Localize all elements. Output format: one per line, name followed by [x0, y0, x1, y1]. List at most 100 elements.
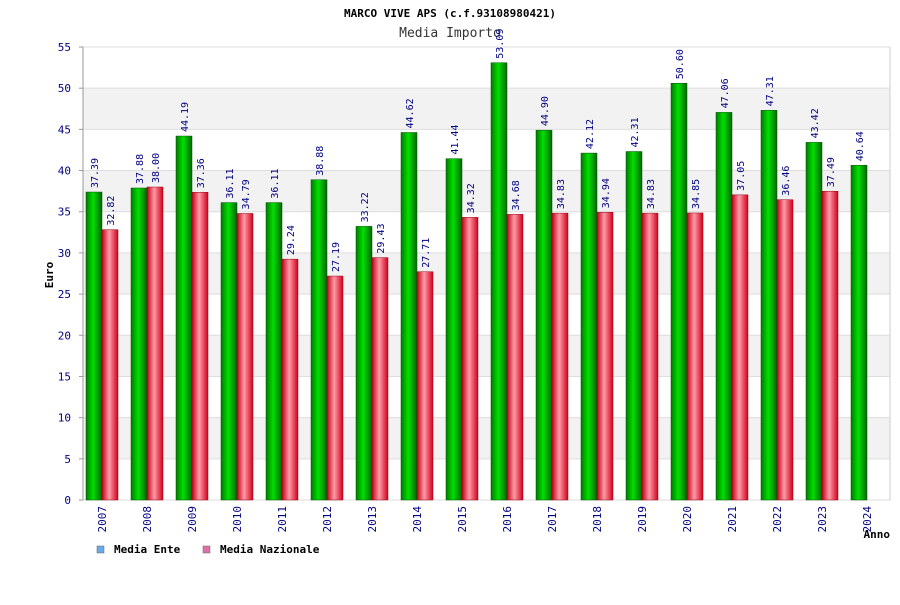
data-label: 37.49	[826, 157, 837, 187]
plot-band	[83, 129, 890, 171]
data-label: 42.12	[585, 119, 596, 149]
data-label: 40.64	[855, 131, 866, 161]
data-label: 38.00	[151, 153, 162, 183]
data-label: 44.19	[180, 102, 191, 132]
bar-media-nazionale	[731, 194, 749, 501]
data-label: 36.11	[225, 168, 236, 198]
bar-media-ente	[445, 158, 463, 501]
y-axis-ticks: 0 5 10 15 20 25 30 35 40 45 50 55	[58, 41, 84, 507]
y-tick-label: 0	[64, 494, 71, 507]
x-tick-label: 2008	[141, 506, 154, 533]
x-tick-label: 2012	[321, 506, 334, 533]
bar-media-ente	[805, 142, 823, 501]
y-tick-label: 25	[58, 288, 71, 301]
data-label: 34.94	[601, 178, 612, 208]
plot-band	[83, 88, 890, 130]
bar-media-ente	[265, 202, 283, 501]
x-tick-label: 2021	[726, 506, 739, 533]
bar-media-ente	[850, 165, 868, 501]
bar-media-nazionale	[821, 190, 839, 501]
x-axis-ticks: 2007 2008 2009 2010 2011 2012 2013 2014 2015 2016…	[96, 506, 874, 533]
legend-label: Media Nazionale	[220, 543, 320, 556]
chart-subtitle: Media Importo	[399, 26, 501, 41]
data-label: 47.06	[720, 78, 731, 108]
bar-media-ente	[355, 226, 373, 501]
data-label: 38.88	[315, 146, 326, 176]
chart-title: MARCO VIVE APS (c.f.93108980421)	[344, 7, 556, 20]
y-tick-label: 5	[64, 453, 71, 466]
bar-media-nazionale	[236, 213, 254, 501]
plot-band	[83, 417, 890, 459]
plot-band	[83, 335, 890, 377]
bar-media-nazionale	[416, 271, 434, 501]
x-tick-label: 2022	[771, 506, 784, 533]
bar-media-ente	[625, 151, 643, 501]
bar-media-ente	[670, 82, 688, 501]
data-labels: 37.39 32.82 37.88 38.00 44.19 37.36 36.11 34.79…	[90, 29, 866, 272]
bar-media-ente	[760, 110, 778, 501]
y-tick-label: 45	[58, 123, 71, 136]
y-tick-label: 40	[58, 165, 71, 178]
y-tick-label: 30	[58, 247, 71, 260]
legend-label: Media Ente	[114, 543, 181, 556]
x-tick-label: 2015	[456, 506, 469, 533]
data-label: 29.24	[286, 225, 297, 255]
bar-media-ente	[715, 112, 733, 501]
x-tick-label: 2007	[96, 506, 109, 533]
bar-media-nazionale	[371, 257, 389, 501]
data-label: 37.36	[196, 158, 207, 188]
bar-media-nazionale	[281, 258, 299, 501]
bar-media-ente	[130, 187, 148, 501]
data-label: 34.79	[241, 179, 252, 209]
x-tick-label: 2017	[546, 506, 559, 533]
data-label: 34.83	[556, 179, 567, 209]
bar-media-nazionale	[461, 217, 479, 501]
data-label: 27.19	[331, 242, 342, 272]
data-label: 27.71	[421, 238, 432, 268]
y-tick-label: 55	[58, 41, 71, 54]
data-label: 44.62	[405, 98, 416, 128]
x-tick-label: 2018	[591, 506, 604, 533]
data-label: 41.44	[450, 125, 461, 155]
x-tick-label: 2016	[501, 506, 514, 533]
bar-media-nazionale	[596, 211, 614, 501]
legend: Media Ente Media Nazionale	[96, 543, 320, 556]
plot-band	[83, 458, 890, 500]
plot-band	[83, 211, 890, 253]
x-tick-label: 2010	[231, 506, 244, 533]
plot-background	[82, 46, 891, 501]
y-axis-title: Euro	[43, 261, 56, 288]
data-label: 43.42	[810, 108, 821, 138]
bar-media-nazionale	[776, 199, 794, 501]
y-tick-label: 15	[58, 370, 71, 383]
bar-media-nazionale	[191, 192, 209, 501]
bar-media-nazionale	[551, 212, 569, 501]
data-label: 32.82	[106, 196, 117, 226]
plot-band	[83, 376, 890, 418]
plot-band	[83, 294, 890, 336]
legend-swatch-media-nazionale	[202, 545, 211, 554]
bar-media-nazionale	[506, 214, 524, 501]
data-label: 42.31	[630, 117, 641, 147]
y-tick-label: 35	[58, 206, 71, 219]
bar-media-nazionale	[641, 212, 659, 501]
data-label: 36.46	[781, 166, 792, 196]
data-label: 37.88	[135, 154, 146, 184]
plot-band	[83, 252, 890, 295]
data-label: 50.60	[675, 49, 686, 79]
data-label: 33.22	[360, 192, 371, 222]
data-label: 34.68	[511, 180, 522, 210]
bar-media-ente	[220, 202, 238, 501]
x-tick-label: 2011	[276, 506, 289, 533]
x-tick-label: 2020	[681, 506, 694, 533]
x-tick-label: 2014	[411, 506, 424, 533]
bar-media-ente	[175, 135, 193, 501]
bar-media-ente	[580, 152, 598, 501]
plot-band	[83, 170, 890, 212]
y-tick-label: 10	[58, 412, 71, 425]
data-label: 37.05	[736, 161, 747, 191]
data-label: 47.31	[765, 76, 776, 106]
data-label: 34.32	[466, 183, 477, 213]
